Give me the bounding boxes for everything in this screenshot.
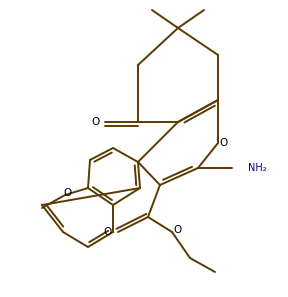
Text: NH₂: NH₂ (248, 163, 267, 173)
Text: O: O (174, 225, 182, 235)
Text: O: O (64, 188, 72, 198)
Text: O: O (104, 227, 112, 237)
Text: O: O (92, 117, 100, 127)
Text: O: O (220, 138, 228, 148)
